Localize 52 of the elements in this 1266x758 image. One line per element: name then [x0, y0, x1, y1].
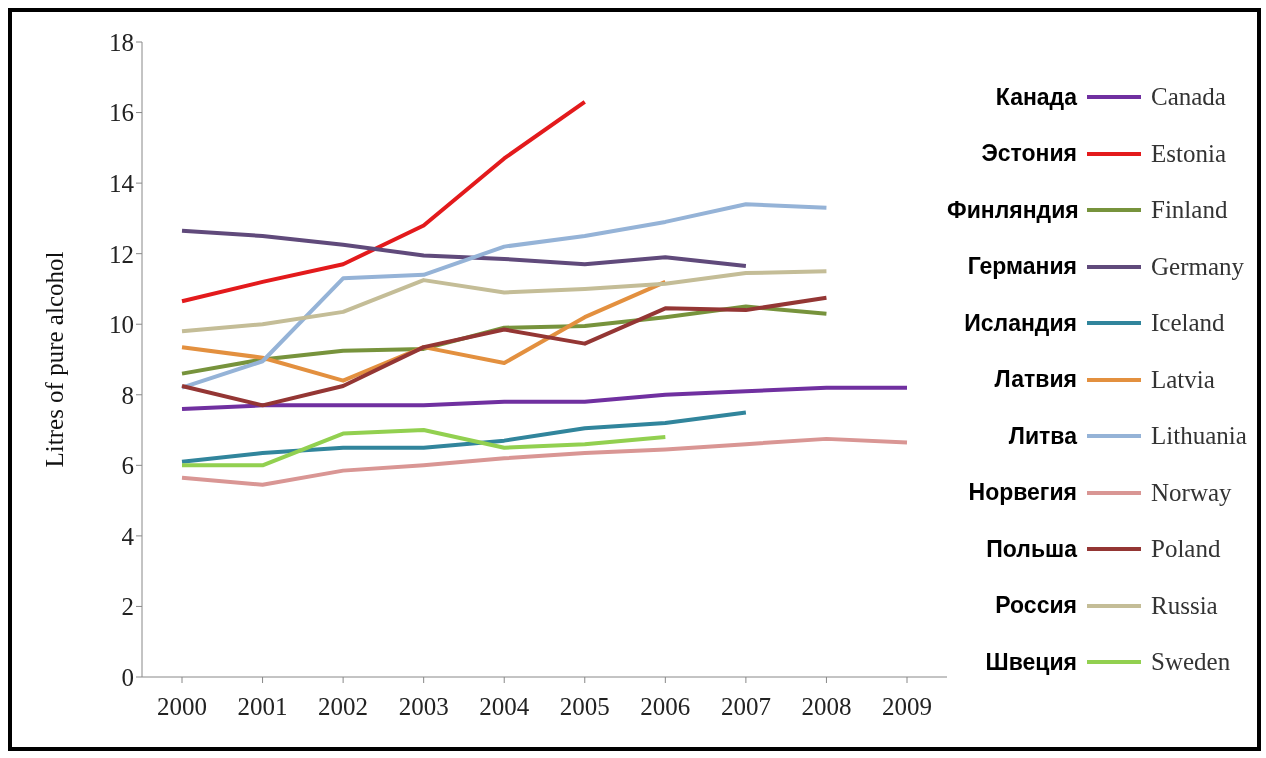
legend-label: Norway	[1151, 478, 1232, 507]
legend-label: Estonia	[1151, 139, 1226, 168]
text: Эстония	[980, 140, 1077, 167]
x-tick-label: 2001	[237, 692, 288, 720]
annotation: Финляндия	[947, 196, 1079, 224]
line-series	[180, 410, 748, 464]
text: Литва	[1007, 422, 1077, 450]
legend-label: Poland	[1151, 535, 1221, 563]
x-tick-label: 2006	[640, 692, 691, 720]
x-tick-label: 2000	[157, 692, 207, 720]
y-tick-label: 14	[109, 169, 135, 197]
y-tick-label: 6	[121, 452, 134, 480]
x-tick-label: 2009	[882, 692, 932, 720]
y-axis-title: Litres of pure alcohol	[40, 251, 68, 468]
text: Польша	[985, 535, 1077, 563]
legend-label: Finland	[1151, 196, 1228, 224]
y-tick-label: 12	[109, 240, 134, 268]
line-series	[180, 385, 909, 411]
line-series	[180, 202, 829, 390]
line-series	[180, 99, 587, 304]
x-tick-label: 2003	[398, 692, 449, 720]
legend-label: Sweden	[1151, 648, 1231, 676]
y-tick-label: 0	[121, 663, 134, 691]
y-tick-label: 16	[109, 99, 134, 127]
x-tick-label: 2007	[720, 692, 771, 720]
y-tick-label: 10	[109, 311, 134, 339]
legend-label: Lithuania	[1151, 422, 1247, 450]
x-tick-label: 2002	[318, 692, 369, 720]
legend-label: Latvia	[1151, 365, 1215, 394]
text: Швеция	[984, 648, 1077, 676]
y-tick-label: 4	[121, 522, 135, 550]
legend-label: Canada	[1151, 83, 1226, 111]
legend-label: Germany	[1151, 252, 1245, 281]
line-series	[180, 436, 909, 487]
x-tick-label: 2004	[479, 692, 530, 720]
text: Россия	[994, 592, 1077, 619]
text: Латвия	[993, 366, 1077, 393]
y-tick-label: 8	[121, 381, 134, 409]
line-series	[180, 228, 748, 269]
y-tick-label: 18	[109, 28, 134, 56]
x-tick-label: 2005	[559, 692, 610, 720]
legend-label: Russia	[1151, 591, 1218, 620]
x-tick-label: 2008	[801, 692, 852, 720]
line-series	[180, 428, 668, 468]
line-series	[180, 269, 829, 334]
line-series	[180, 295, 829, 408]
text: Норвегия	[967, 479, 1077, 506]
text: Германия	[966, 253, 1077, 280]
text: Исландия	[963, 309, 1077, 337]
legend-label: Iceland	[1151, 309, 1225, 337]
text: Канада	[994, 83, 1077, 111]
y-tick-label: 2	[121, 593, 134, 621]
